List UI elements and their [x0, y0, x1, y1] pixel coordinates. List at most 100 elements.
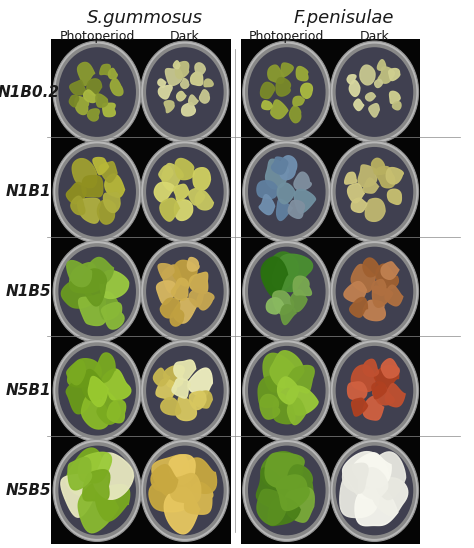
Polygon shape [158, 79, 166, 87]
Polygon shape [164, 488, 200, 534]
Circle shape [55, 243, 139, 340]
Circle shape [146, 446, 224, 535]
Polygon shape [263, 353, 295, 392]
Polygon shape [66, 448, 109, 497]
Polygon shape [363, 359, 379, 376]
Polygon shape [268, 65, 284, 83]
Polygon shape [347, 184, 365, 203]
Polygon shape [387, 189, 401, 204]
Polygon shape [75, 96, 89, 115]
Circle shape [53, 340, 141, 442]
Polygon shape [172, 278, 189, 300]
Polygon shape [200, 90, 210, 103]
Polygon shape [347, 75, 356, 84]
Circle shape [55, 342, 139, 439]
Circle shape [248, 147, 326, 237]
Circle shape [53, 439, 141, 541]
Polygon shape [173, 184, 189, 201]
Polygon shape [344, 282, 366, 302]
Circle shape [245, 243, 328, 340]
Polygon shape [377, 60, 386, 70]
Circle shape [336, 47, 413, 137]
Polygon shape [345, 172, 356, 184]
Circle shape [53, 241, 141, 342]
Circle shape [336, 446, 413, 535]
Polygon shape [373, 385, 394, 405]
Polygon shape [293, 276, 311, 295]
Polygon shape [374, 79, 383, 88]
Circle shape [146, 47, 224, 137]
Circle shape [55, 442, 139, 539]
Polygon shape [78, 62, 95, 85]
Polygon shape [378, 67, 394, 83]
Circle shape [245, 144, 328, 240]
Polygon shape [105, 174, 125, 197]
Polygon shape [385, 285, 403, 306]
Text: F.penisulae: F.penisulae [293, 9, 394, 26]
Polygon shape [93, 353, 115, 383]
Polygon shape [276, 475, 309, 511]
FancyBboxPatch shape [328, 39, 420, 145]
Polygon shape [375, 167, 395, 188]
FancyBboxPatch shape [241, 139, 333, 245]
Polygon shape [265, 159, 289, 189]
Polygon shape [386, 168, 403, 184]
Text: N5B5: N5B5 [6, 483, 51, 498]
Polygon shape [159, 165, 173, 181]
Polygon shape [71, 196, 85, 215]
Polygon shape [88, 109, 99, 121]
Circle shape [146, 247, 224, 336]
Polygon shape [79, 452, 111, 483]
Polygon shape [181, 78, 189, 88]
Circle shape [143, 44, 227, 140]
Polygon shape [369, 104, 379, 117]
Polygon shape [82, 369, 107, 401]
Circle shape [248, 346, 326, 436]
Polygon shape [296, 66, 308, 81]
Polygon shape [100, 271, 128, 299]
Text: Dark: Dark [360, 30, 389, 43]
Polygon shape [72, 158, 97, 187]
Polygon shape [61, 280, 93, 308]
Circle shape [143, 243, 227, 340]
Polygon shape [374, 366, 399, 389]
Polygon shape [351, 365, 375, 391]
Polygon shape [340, 473, 379, 517]
Polygon shape [164, 366, 184, 387]
Polygon shape [385, 384, 405, 407]
Circle shape [243, 439, 331, 541]
Polygon shape [273, 397, 295, 424]
Circle shape [143, 342, 227, 439]
Polygon shape [284, 488, 314, 522]
Polygon shape [370, 452, 406, 500]
Circle shape [143, 442, 227, 539]
Polygon shape [98, 200, 116, 224]
Polygon shape [88, 258, 113, 283]
Text: Dark: Dark [170, 30, 200, 43]
Polygon shape [257, 489, 287, 525]
Circle shape [333, 144, 416, 240]
Polygon shape [66, 182, 86, 204]
Polygon shape [347, 382, 367, 399]
Polygon shape [88, 376, 108, 407]
Polygon shape [175, 158, 194, 180]
Polygon shape [277, 199, 292, 220]
Circle shape [333, 342, 416, 439]
Circle shape [141, 241, 229, 342]
Circle shape [333, 243, 416, 340]
Polygon shape [100, 64, 110, 75]
Circle shape [243, 41, 331, 143]
Circle shape [248, 47, 326, 137]
Polygon shape [278, 377, 299, 404]
Polygon shape [363, 396, 383, 420]
Polygon shape [262, 101, 273, 110]
Polygon shape [191, 72, 203, 85]
Polygon shape [262, 252, 298, 292]
Polygon shape [61, 474, 96, 517]
Circle shape [333, 442, 416, 539]
FancyBboxPatch shape [139, 238, 231, 345]
Polygon shape [271, 100, 288, 119]
Circle shape [55, 144, 139, 240]
Polygon shape [82, 395, 109, 429]
Polygon shape [189, 189, 205, 205]
